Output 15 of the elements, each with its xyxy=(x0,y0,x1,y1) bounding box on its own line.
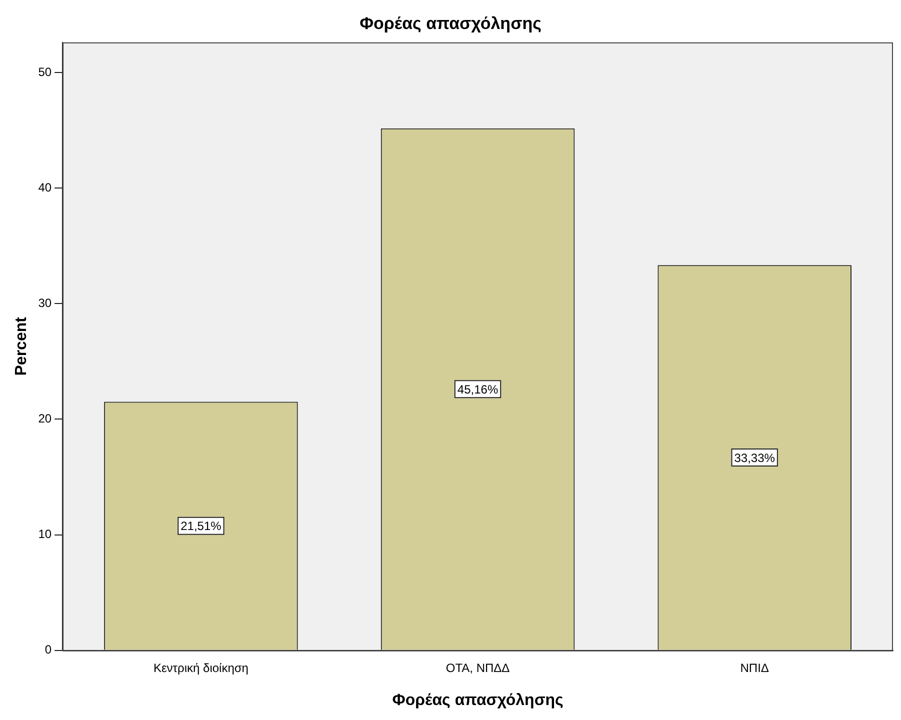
y-tick-label: 40 xyxy=(38,180,52,194)
chart-title: Φορέας απασχόλησης xyxy=(360,14,542,33)
data-label: 45,16% xyxy=(457,382,498,396)
y-tick-label: 10 xyxy=(38,527,52,542)
y-tick-label: 0 xyxy=(44,642,52,657)
data-label: 21,51% xyxy=(180,519,222,534)
y-tick-label: 30 xyxy=(38,296,52,310)
y-tick-label: 20 xyxy=(38,412,52,426)
y-tick-label: 50 xyxy=(38,64,52,79)
x-tick-label: Κεντρική διοίκηση xyxy=(153,660,248,675)
x-tick-label: ΟΤΑ, ΝΠΔΔ xyxy=(446,660,510,675)
x-axis-title: Φορέας απασχόλησης xyxy=(392,692,564,709)
data-label: 33,33% xyxy=(734,450,776,465)
x-tick-label: ΝΠΙΔ xyxy=(740,660,769,675)
y-axis-title: Percent xyxy=(13,316,30,376)
